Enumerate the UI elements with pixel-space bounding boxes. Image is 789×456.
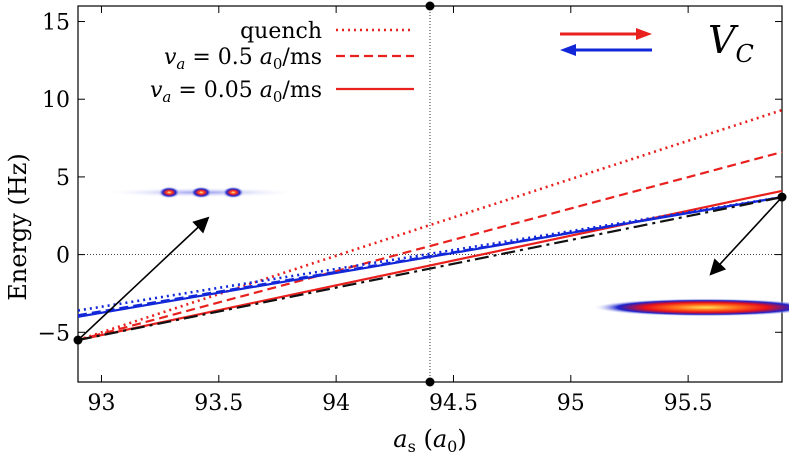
reference-lines	[78, 6, 782, 382]
x-axis-unit: a	[433, 425, 447, 453]
tick-labels: 93 93.5 94 94.5 95 95.5 −5 0 5 10 15	[38, 11, 713, 416]
x-tick-label: 93	[87, 391, 115, 416]
y-tick-label: 0	[56, 244, 70, 269]
marker-point-2	[425, 1, 435, 11]
y-tick-label: −5	[38, 321, 70, 346]
x-tick-label: 94	[322, 391, 350, 416]
x-tick-label: 95.5	[664, 391, 713, 416]
density-peak	[190, 186, 213, 199]
x-tick-label: 93.5	[194, 391, 243, 416]
y-axis-label: Energy (Hz)	[4, 153, 32, 301]
x-tick-label: 94.5	[429, 391, 478, 416]
marker-point-1	[777, 192, 787, 202]
y-tick-label: 15	[42, 11, 70, 36]
series-layer	[77, 108, 783, 342]
panel-label: VC	[708, 18, 754, 68]
direction-arrowhead-right	[636, 28, 652, 40]
series-line-1	[77, 150, 783, 342]
density-peak	[222, 186, 245, 199]
density-peak	[158, 186, 181, 199]
series-line-5	[77, 196, 783, 318]
panel-label-sub: C	[735, 40, 753, 68]
x-axis-var: a	[393, 425, 407, 453]
panel-label-main: V	[708, 18, 739, 62]
annotation-arrow-1	[709, 196, 783, 276]
y-tick-label: 5	[56, 166, 70, 191]
x-axis-var-sub: s	[408, 437, 416, 456]
annotation-layer	[73, 1, 787, 387]
direction-arrowhead-left	[560, 44, 576, 56]
x-axis-label: as (a0)	[393, 425, 466, 456]
elongated-density	[592, 298, 789, 317]
annotation-arrow-0	[77, 216, 210, 341]
marker-point-3	[425, 377, 435, 387]
x-tick-label: 95	[557, 391, 585, 416]
series-line-6	[77, 196, 783, 342]
x-axis-unit-sub: 0	[447, 437, 457, 456]
y-tick-label: 10	[42, 88, 70, 113]
legend-label-0: quench	[240, 19, 322, 44]
marker-point-0	[73, 335, 83, 345]
legend-label-1: va = 0.5 a0/ms	[164, 45, 322, 73]
legend-label-2: va = 0.05 a0/ms	[150, 78, 322, 106]
density-insets	[101, 186, 789, 317]
